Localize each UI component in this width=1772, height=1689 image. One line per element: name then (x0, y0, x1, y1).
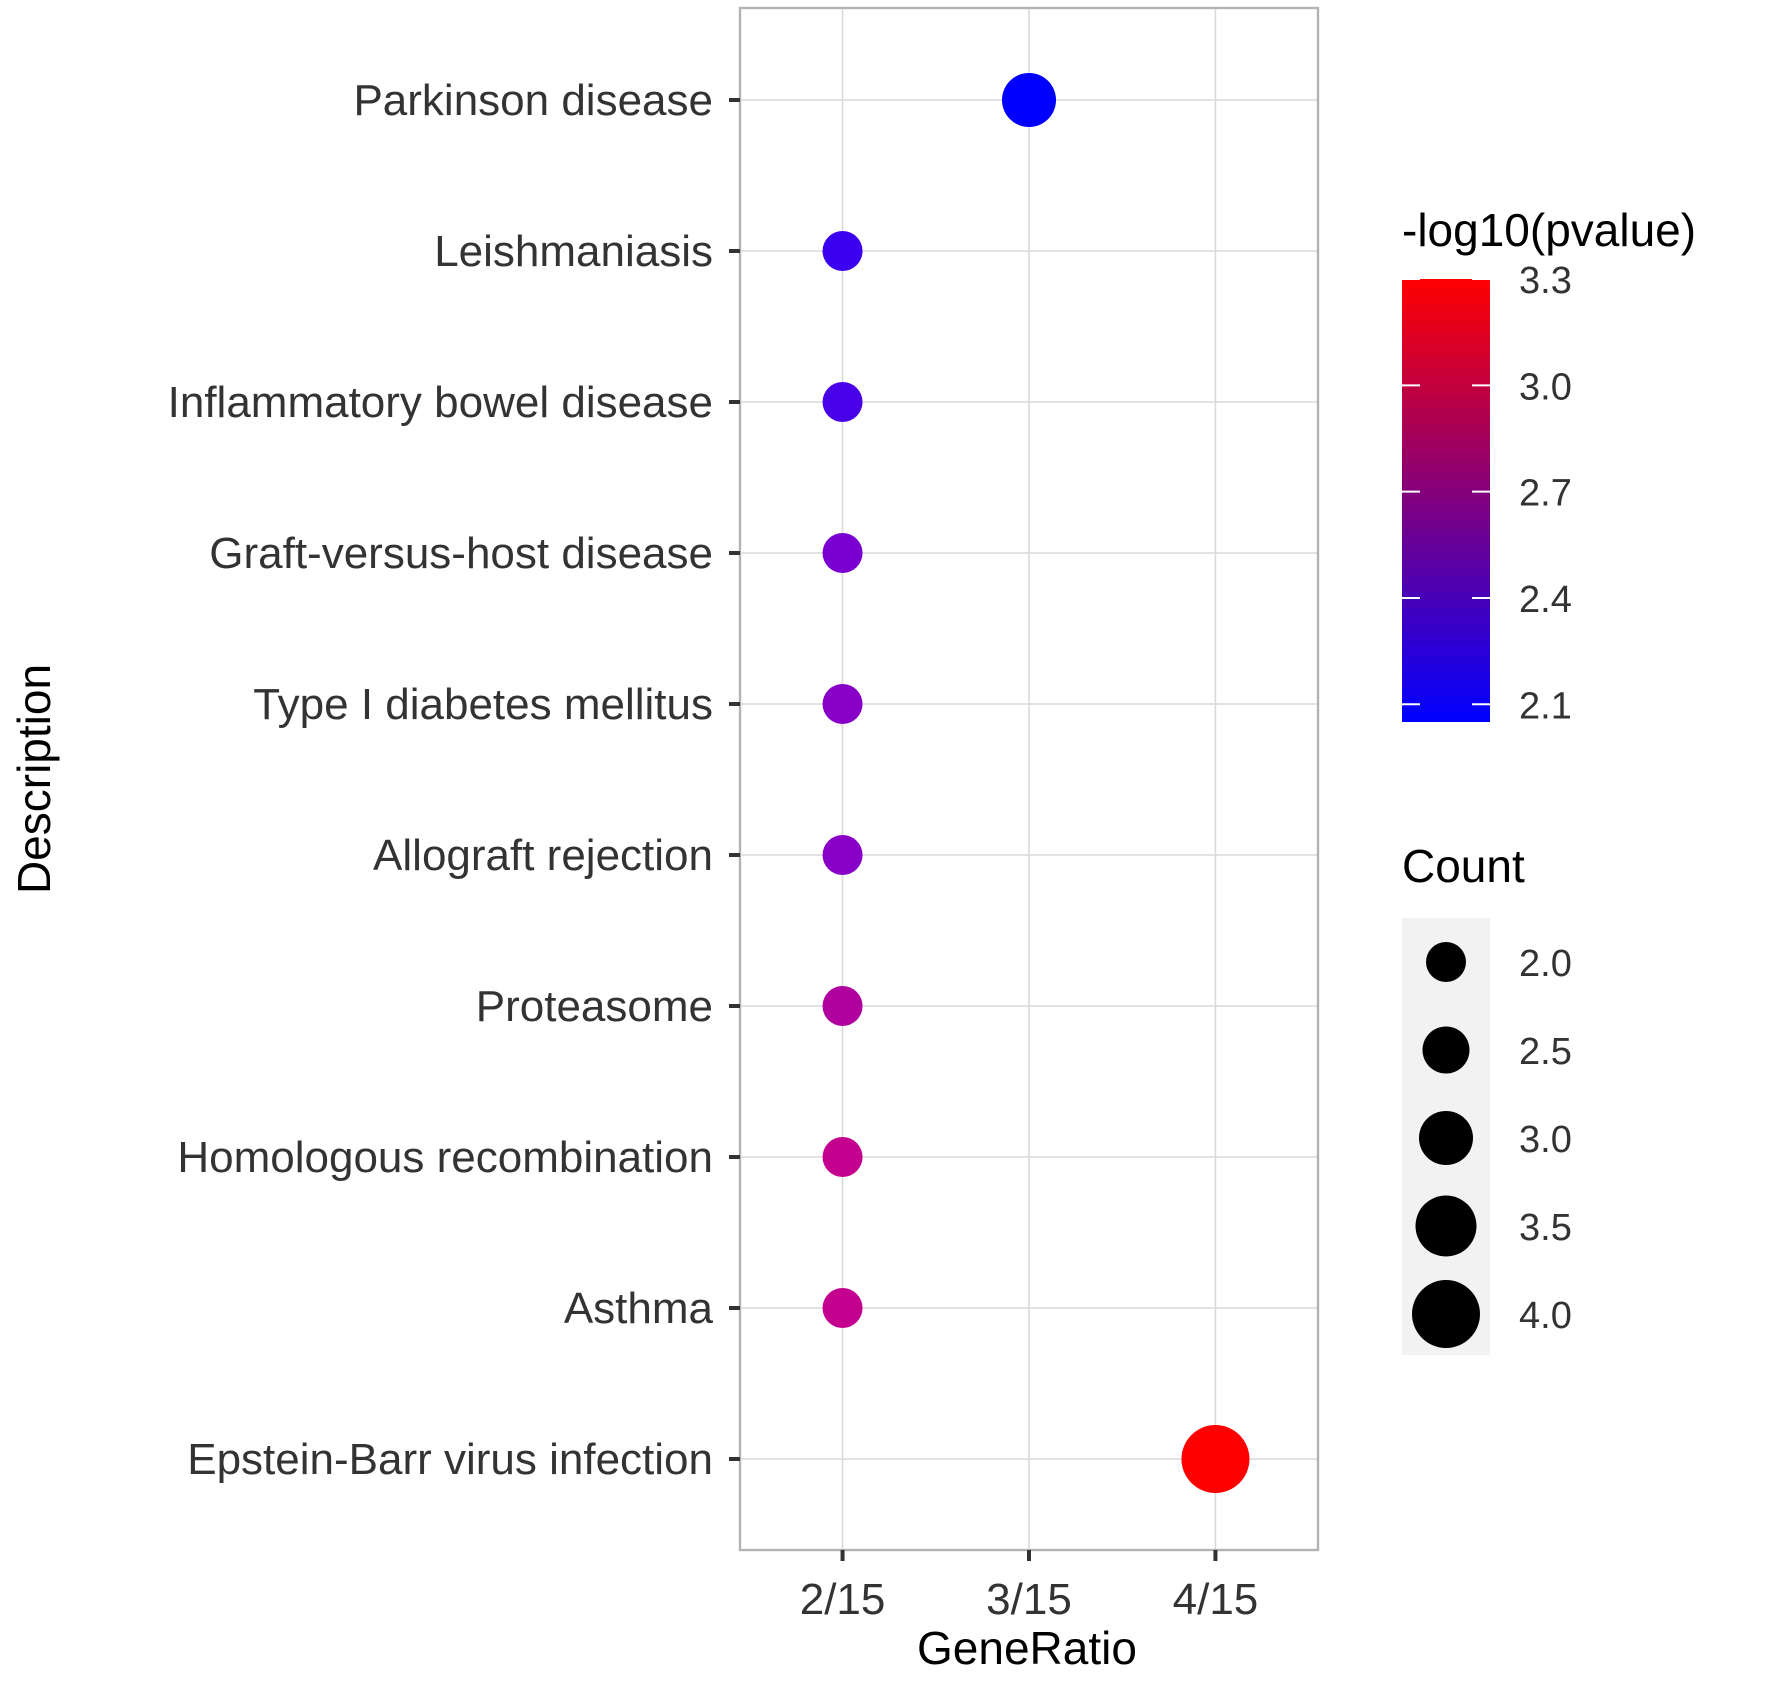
size-legend-circle (1422, 1026, 1470, 1074)
size-legend-label: 2.0 (1519, 943, 1572, 985)
y-tick-label: Graft-versus-host disease (209, 529, 713, 578)
y-tick-label: Allograft rejection (373, 831, 713, 880)
x-axis-tick-labels: 2/15 3/15 4/15 (800, 1575, 1259, 1624)
data-point (822, 1137, 863, 1177)
size-legend-label: 3.0 (1519, 1119, 1572, 1161)
color-legend: -log10(pvalue) 3.3 3.0 2.7 2.4 2.1 (1402, 204, 1696, 727)
y-tick-label: Leishmaniasis (434, 227, 713, 276)
color-legend-bar (1402, 279, 1490, 722)
data-point (822, 684, 863, 724)
axis-ticks (729, 98, 1218, 1561)
y-tick-label: Inflammatory bowel disease (168, 378, 713, 427)
x-tick-label: 4/15 (1173, 1575, 1259, 1624)
size-legend: Count 2.0 2.5 3.0 3.5 4.0 (1402, 840, 1572, 1355)
size-legend-circle (1412, 1280, 1480, 1348)
size-legend-circle (1419, 1111, 1473, 1165)
colorbar-break-label: 2.1 (1519, 685, 1572, 727)
data-point (822, 533, 863, 573)
size-legend-circle (1415, 1195, 1477, 1257)
colorbar-break-label: 2.7 (1519, 473, 1572, 515)
colorbar-break-label: 3.0 (1519, 366, 1572, 408)
size-legend-items: 2.0 2.5 3.0 3.5 4.0 (1412, 942, 1572, 1348)
y-tick-label: Asthma (564, 1284, 714, 1333)
size-legend-label: 3.5 (1519, 1207, 1572, 1249)
data-point (822, 835, 863, 875)
size-legend-title: Count (1402, 840, 1525, 892)
data-point (822, 986, 863, 1026)
x-tick-label: 2/15 (800, 1575, 886, 1624)
size-legend-label: 2.5 (1519, 1031, 1572, 1073)
y-tick-label: Proteasome (476, 982, 713, 1031)
colorbar-break-label: 2.4 (1519, 579, 1572, 621)
y-axis-tick-labels: Parkinson disease Leishmaniasis Inflammato… (168, 76, 714, 1484)
y-tick-label: Type I diabetes mellitus (253, 680, 713, 729)
y-tick-label: Homologous recombination (177, 1133, 713, 1182)
data-point (822, 231, 863, 271)
data-point (1002, 73, 1056, 127)
data-point (1181, 1425, 1250, 1493)
colorbar-break-label: 3.3 (1519, 260, 1572, 302)
size-legend-circle (1426, 942, 1466, 982)
y-tick-label: Parkinson disease (353, 76, 713, 125)
color-legend-ticks: 3.3 3.0 2.7 2.4 2.1 (1402, 260, 1572, 727)
data-points (822, 73, 1250, 1493)
x-tick-label: 3/15 (986, 1575, 1072, 1624)
size-legend-label: 4.0 (1519, 1295, 1572, 1337)
y-tick-label: Epstein-Barr virus infection (187, 1435, 713, 1484)
color-legend-title: -log10(pvalue) (1402, 204, 1696, 256)
y-axis-title: Description (8, 664, 60, 894)
data-point (822, 382, 863, 422)
data-point (822, 1288, 863, 1328)
x-axis-title: GeneRatio (917, 1622, 1137, 1674)
